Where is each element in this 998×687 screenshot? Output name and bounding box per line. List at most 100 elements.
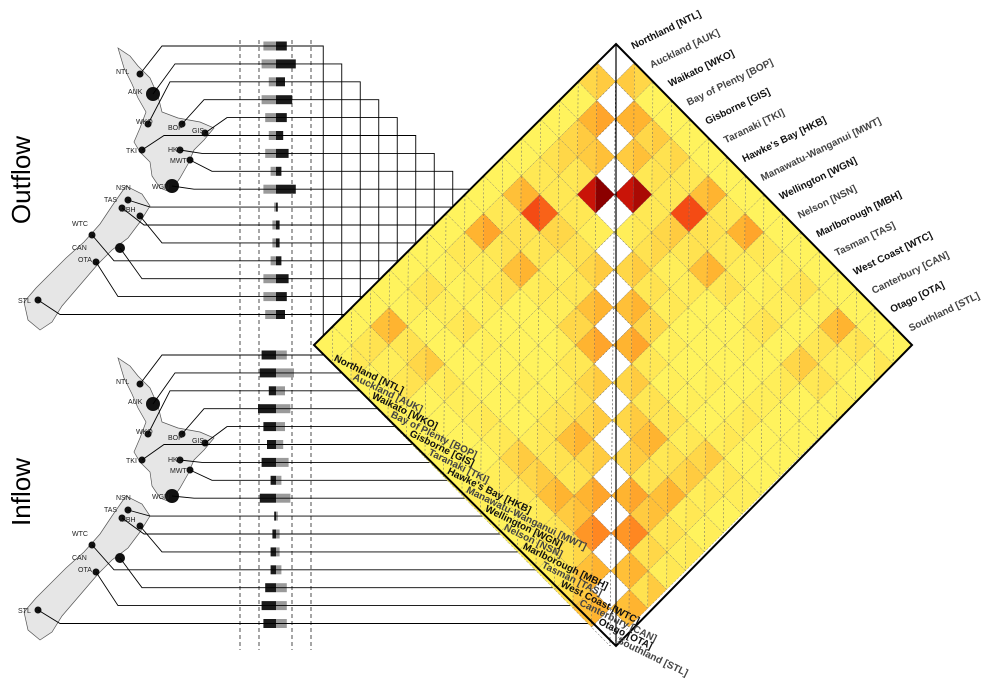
heatmap-cell-outflow [558, 156, 578, 195]
heatmap-cell-outflow [444, 344, 464, 384]
heatmap-cell-inflow [443, 400, 464, 440]
heatmap-cell-inflow [407, 250, 428, 290]
heatmap-cell-outflow [517, 457, 538, 496]
heatmap-cell-outflow [761, 438, 781, 478]
heatmap-cell-outflow [707, 231, 727, 271]
heatmap-cell-outflow [499, 438, 519, 478]
heatmap-cell-outflow [614, 137, 634, 177]
heatmap-cell-outflow [388, 288, 409, 327]
heatmap-cell-inflow [817, 400, 837, 440]
heatmap-cell-inflow [443, 438, 463, 478]
heatmap-cell-outflow [670, 156, 690, 195]
heatmap-cell-inflow [596, 99, 616, 139]
heatmap-cell-outflow [817, 382, 838, 421]
heatmap-cell-outflow [611, 400, 632, 440]
heatmap-cell-outflow [613, 288, 633, 327]
heatmap-cell-inflow [558, 137, 578, 177]
heatmap-cell-outflow [611, 438, 631, 478]
heatmap-cell-inflow [687, 344, 707, 384]
heatmap-cell-outflow [537, 363, 557, 402]
heatmap-cell-inflow [517, 476, 538, 515]
heatmap-cell-outflow [723, 438, 744, 478]
heatmap-cell-outflow [406, 419, 426, 459]
heatmap-cell-outflow [780, 344, 801, 384]
heatmap-cell-diagonal-left [595, 156, 616, 196]
heatmap-cell-inflow [632, 250, 652, 290]
heatmap-cell-outflow [836, 325, 857, 365]
heatmap-cell-inflow [461, 457, 482, 496]
heatmap-cell-inflow [481, 325, 502, 365]
heatmap-cell-inflow [780, 325, 801, 365]
map-region-code: MBH [120, 207, 136, 214]
heatmap-cell-outflow [818, 269, 839, 308]
heatmap-cell-outflow [556, 382, 576, 421]
heatmap-cell-inflow [629, 513, 649, 553]
heatmap-cell-outflow [630, 457, 650, 496]
heatmap-cell-inflow [539, 118, 560, 158]
inflow-connector [179, 459, 443, 463]
heatmap-cell-inflow [725, 269, 745, 308]
heatmap-cell-outflow [461, 476, 482, 515]
heatmap-cell-outflow [687, 288, 708, 327]
heatmap-cell-outflow [724, 325, 745, 365]
heatmap-cell-outflow [651, 137, 672, 177]
heatmap-cell-outflow [761, 400, 781, 440]
heatmap-cell-inflow [666, 513, 687, 553]
heatmap-cell-inflow [818, 325, 838, 365]
heatmap-cell-diagonal-right [614, 81, 635, 120]
heatmap-cell-outflow [388, 363, 408, 402]
map-region-code: GIS [192, 438, 204, 445]
heatmap-cell-outflow [519, 306, 539, 346]
heatmap-layer [312, 42, 914, 648]
heatmap-cell-outflow [499, 476, 519, 515]
heatmap-cell-inflow [724, 344, 744, 384]
heatmap-cell-inflow [556, 325, 576, 365]
heatmap-cell-inflow [406, 363, 427, 402]
heatmap-cell-inflow [369, 363, 389, 402]
heatmap-cell-outflow [725, 250, 745, 290]
heatmap-cell-outflow [855, 344, 875, 384]
heatmap-cell-inflow [670, 137, 690, 177]
heatmap-cell-outflow [369, 382, 389, 421]
heatmap-cell-inflow [632, 175, 653, 214]
heatmap-cell-outflow [520, 156, 541, 195]
heatmap-cell-outflow [742, 419, 762, 459]
heatmap-cell-inflow [741, 476, 762, 515]
heatmap-cell-outflow [742, 382, 763, 421]
map-region-code: MWT [170, 468, 187, 475]
heatmap-cell-outflow [426, 288, 446, 327]
map-region-code: MBH [120, 517, 136, 524]
heatmap-cell-outflow [855, 306, 876, 346]
heatmap-cell-outflow [724, 363, 744, 402]
heatmap-cell-inflow [558, 175, 578, 214]
heatmap-cell-inflow [388, 306, 408, 346]
heatmap-cell-inflow [781, 288, 801, 327]
heatmap-cell-outflow [687, 325, 707, 365]
heatmap-cell-outflow [629, 532, 649, 572]
heatmap-cell-inflow [630, 438, 650, 478]
heatmap-cell-outflow [462, 400, 482, 440]
heatmap-cell-inflow [464, 231, 484, 271]
heatmap-cell-diagonal-left [594, 231, 615, 271]
heatmap-cell-outflow [705, 344, 726, 384]
heatmap-cell-diagonal-right [613, 231, 633, 271]
heatmap-cell-inflow [687, 306, 707, 346]
heatmap-cell-inflow [725, 231, 746, 271]
map-region-code: HKB [168, 457, 183, 464]
heatmap-cell-inflow [501, 269, 521, 308]
heatmap-cell-inflow [595, 175, 615, 214]
heatmap-cell-inflow [649, 382, 669, 421]
heatmap-cell-inflow [686, 382, 707, 421]
heatmap-cell-inflow [535, 532, 556, 572]
heatmap-cell-inflow [855, 325, 875, 365]
heatmap-cell-inflow [573, 457, 594, 496]
heatmap-cell-inflow [520, 212, 540, 252]
heatmap-cell-inflow [387, 382, 408, 421]
heatmap-cell-inflow [520, 175, 541, 214]
heatmap-cell-outflow [501, 250, 521, 290]
heatmap-cell-outflow [688, 212, 708, 252]
heatmap-cell-inflow [481, 400, 501, 440]
heatmap-cell-outflow [688, 175, 709, 214]
heatmap-cell-inflow [594, 288, 614, 327]
heatmap-cell-inflow [499, 419, 519, 459]
